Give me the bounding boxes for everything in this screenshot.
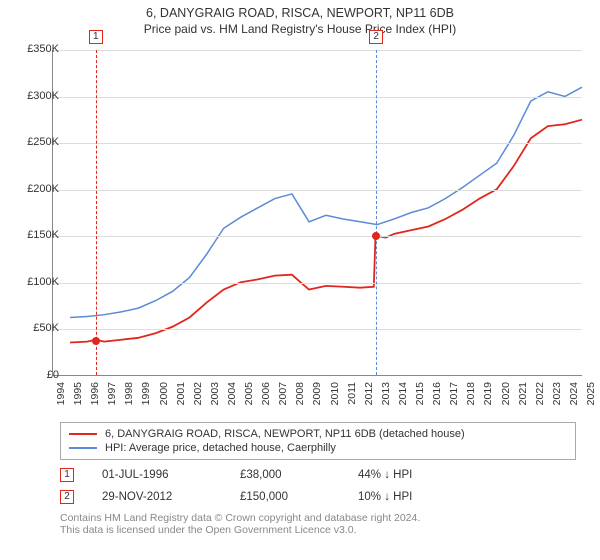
x-tick-label: 2024 xyxy=(568,382,580,405)
x-tick-label: 2013 xyxy=(380,382,392,405)
sale-price: £150,000 xyxy=(240,491,330,503)
x-tick-label: 2014 xyxy=(397,382,409,405)
series-property xyxy=(70,120,582,343)
x-tick-label: 2006 xyxy=(260,382,272,405)
legend-block: 6, DANYGRAIG ROAD, RISCA, NEWPORT, NP11 … xyxy=(60,422,576,504)
legend-swatch xyxy=(69,433,97,435)
y-tick-label: £250K xyxy=(27,136,59,148)
x-tick-label: 1996 xyxy=(89,382,101,405)
x-tick-label: 2001 xyxy=(175,382,187,405)
sale-row-marker: 2 xyxy=(60,490,74,504)
title-line1: 6, DANYGRAIG ROAD, RISCA, NEWPORT, NP11 … xyxy=(0,6,600,20)
gridline xyxy=(53,50,582,51)
line-chart-svg xyxy=(53,50,582,375)
x-tick-label: 2002 xyxy=(192,382,204,405)
sale-marker-box: 1 xyxy=(89,30,103,44)
chart-area: £0£50K£100K£150K£200K£250K£300K£350K12 1… xyxy=(10,46,590,416)
x-tick-label: 1998 xyxy=(123,382,135,405)
gridline xyxy=(53,283,582,284)
x-tick-label: 2020 xyxy=(500,382,512,405)
sale-point-dot xyxy=(92,337,100,345)
gridline xyxy=(53,97,582,98)
sale-price: £38,000 xyxy=(240,469,330,481)
y-tick-label: £350K xyxy=(27,43,59,55)
x-tick-label: 2019 xyxy=(482,382,494,405)
sale-row-marker: 1 xyxy=(60,468,74,482)
x-tick-label: 2023 xyxy=(551,382,563,405)
gridline xyxy=(53,143,582,144)
sale-date: 01-JUL-1996 xyxy=(102,469,212,481)
y-tick-label: £150K xyxy=(27,229,59,241)
y-tick-label: £300K xyxy=(27,90,59,102)
sale-delta: 10% ↓ HPI xyxy=(358,491,412,503)
x-tick-label: 2022 xyxy=(534,382,546,405)
x-tick-label: 2011 xyxy=(346,382,358,405)
x-tick-label: 2015 xyxy=(414,382,426,405)
x-tick-label: 2018 xyxy=(465,382,477,405)
footer-line2: This data is licensed under the Open Gov… xyxy=(60,524,576,536)
legend-label: 6, DANYGRAIG ROAD, RISCA, NEWPORT, NP11 … xyxy=(105,428,465,440)
y-tick-label: £50K xyxy=(33,322,59,334)
legend-row: HPI: Average price, detached house, Caer… xyxy=(69,441,567,455)
footer: Contains HM Land Registry data © Crown c… xyxy=(60,512,576,536)
legend-box: 6, DANYGRAIG ROAD, RISCA, NEWPORT, NP11 … xyxy=(60,422,576,460)
x-tick-label: 2012 xyxy=(363,382,375,405)
plot-region: £0£50K£100K£150K£200K£250K£300K£350K12 xyxy=(52,50,582,376)
y-tick-label: £100K xyxy=(27,276,59,288)
x-tick-label: 2004 xyxy=(226,382,238,405)
sale-date: 29-NOV-2012 xyxy=(102,491,212,503)
x-tick-label: 2016 xyxy=(431,382,443,405)
sale-row: 2 29-NOV-2012 £150,000 10% ↓ HPI xyxy=(60,490,576,504)
x-tick-label: 2010 xyxy=(329,382,341,405)
x-tick-label: 2007 xyxy=(277,382,289,405)
x-tick-label: 2003 xyxy=(209,382,221,405)
legend-swatch xyxy=(69,447,97,449)
sale-point-dot xyxy=(372,232,380,240)
x-tick-label: 2017 xyxy=(448,382,460,405)
sale-marker-box: 2 xyxy=(369,30,383,44)
sale-vline xyxy=(96,50,97,375)
x-tick-label: 1995 xyxy=(72,382,84,405)
x-tick-label: 1994 xyxy=(55,382,67,405)
sale-delta: 44% ↓ HPI xyxy=(358,469,412,481)
sales-list: 1 01-JUL-1996 £38,000 44% ↓ HPI 2 29-NOV-2012… xyxy=(60,468,576,504)
gridline xyxy=(53,190,582,191)
x-tick-label: 2005 xyxy=(243,382,255,405)
x-tick-label: 1999 xyxy=(140,382,152,405)
legend-row: 6, DANYGRAIG ROAD, RISCA, NEWPORT, NP11 … xyxy=(69,427,567,441)
legend-label: HPI: Average price, detached house, Caer… xyxy=(105,442,336,454)
footer-line1: Contains HM Land Registry data © Crown c… xyxy=(60,512,576,524)
x-tick-label: 2000 xyxy=(158,382,170,405)
x-tick-label: 1997 xyxy=(106,382,118,405)
y-tick-label: £200K xyxy=(27,183,59,195)
x-axis-labels: 1994 1995 1996 1997 1998 1999 2000 2001 2002 2003… xyxy=(52,380,582,416)
sale-vline xyxy=(376,50,377,375)
x-tick-label: 2008 xyxy=(294,382,306,405)
gridline xyxy=(53,329,582,330)
sale-row: 1 01-JUL-1996 £38,000 44% ↓ HPI xyxy=(60,468,576,482)
gridline xyxy=(53,236,582,237)
x-tick-label: 2009 xyxy=(311,382,323,405)
x-tick-label: 2025 xyxy=(585,382,597,405)
x-tick-label: 2021 xyxy=(517,382,529,405)
